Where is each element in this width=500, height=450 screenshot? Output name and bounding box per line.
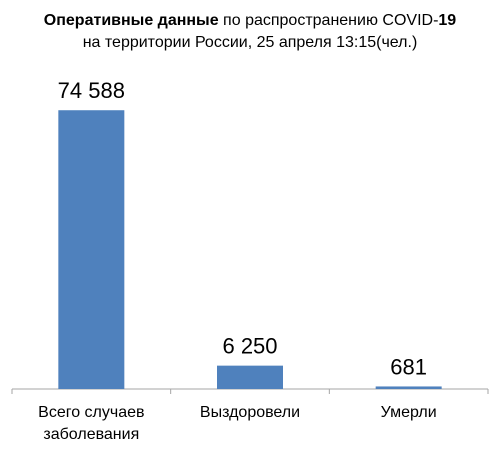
data-label-2: 681 [390,354,427,379]
bar-2 [375,386,442,389]
data-label-1: 6 250 [222,334,277,359]
bar-1 [217,365,283,389]
data-label-0: 74 588 [58,78,125,103]
bar-0 [58,110,125,389]
category-label-line: Выздоровели [200,404,300,421]
category-label-2: Умерли [381,404,437,421]
category-label-0: Всего случаев заболевания [38,404,144,443]
category-label-line: Всего случаев [38,404,144,421]
category-label-1: Выздоровели [200,404,300,421]
chart-title: Оперативные данные по распространению CO… [0,10,500,54]
title-bold-part: Оперативные данные [43,12,219,29]
title-line-2: на территории России, 25 апреля 13:15(че… [82,34,418,51]
title-normal-part: по распространению COVID- [218,12,439,29]
category-label-line: Умерли [381,404,437,421]
title-line-1: Оперативные данные по распространению CO… [0,10,500,32]
title-bold-number: 19 [438,12,457,29]
category-label-line: заболевания [43,426,139,443]
